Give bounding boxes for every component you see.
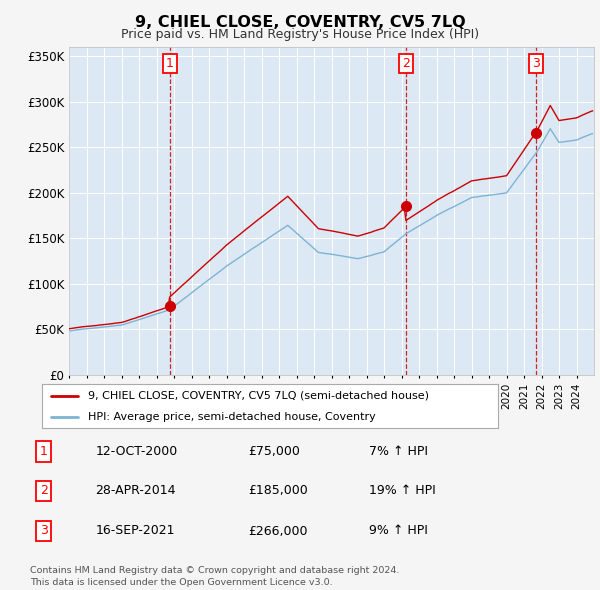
Text: 9, CHIEL CLOSE, COVENTRY, CV5 7LQ (semi-detached house): 9, CHIEL CLOSE, COVENTRY, CV5 7LQ (semi-… <box>88 391 428 401</box>
Text: 9% ↑ HPI: 9% ↑ HPI <box>368 525 427 537</box>
Text: 1: 1 <box>40 445 47 458</box>
Text: 3: 3 <box>40 525 47 537</box>
Text: Price paid vs. HM Land Registry's House Price Index (HPI): Price paid vs. HM Land Registry's House … <box>121 28 479 41</box>
Text: 2: 2 <box>40 484 47 497</box>
Text: £266,000: £266,000 <box>248 525 308 537</box>
Text: 2: 2 <box>402 57 410 70</box>
Text: 19% ↑ HPI: 19% ↑ HPI <box>368 484 435 497</box>
Text: Contains HM Land Registry data © Crown copyright and database right 2024.
This d: Contains HM Land Registry data © Crown c… <box>30 566 400 587</box>
Text: 12-OCT-2000: 12-OCT-2000 <box>95 445 178 458</box>
Text: 28-APR-2014: 28-APR-2014 <box>95 484 176 497</box>
Text: £75,000: £75,000 <box>248 445 300 458</box>
Text: 1: 1 <box>166 57 173 70</box>
Text: 3: 3 <box>532 57 539 70</box>
Text: HPI: Average price, semi-detached house, Coventry: HPI: Average price, semi-detached house,… <box>88 412 376 422</box>
Text: 16-SEP-2021: 16-SEP-2021 <box>95 525 175 537</box>
Text: 9, CHIEL CLOSE, COVENTRY, CV5 7LQ: 9, CHIEL CLOSE, COVENTRY, CV5 7LQ <box>134 15 466 30</box>
Text: 7% ↑ HPI: 7% ↑ HPI <box>368 445 428 458</box>
Text: £185,000: £185,000 <box>248 484 308 497</box>
